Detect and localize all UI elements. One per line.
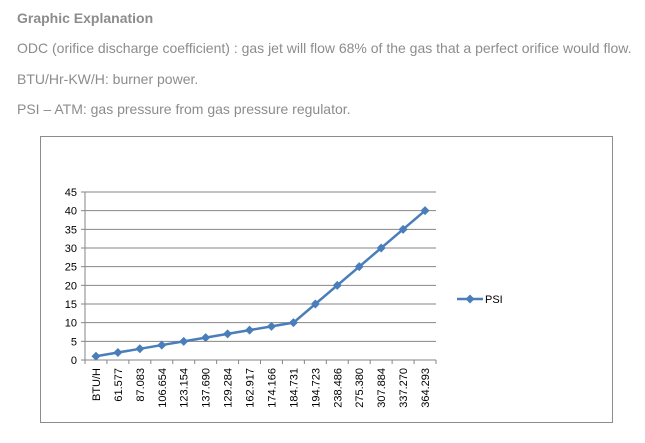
legend-label: PSI (485, 294, 503, 306)
chart-frame: 0 5 10 15 20 25 30 35 40 45 BTU/H 61.577 87.083 106.… (40, 136, 613, 423)
y-tick-labels: 0 5 10 15 20 25 30 35 40 45 (65, 187, 77, 367)
data-point (245, 325, 255, 335)
x-tick-label: 87.083 (135, 368, 147, 402)
data-point (157, 340, 167, 350)
x-tick-label: 162.917 (245, 368, 257, 408)
data-point (135, 344, 145, 354)
odc-explanation: ODC (orifice discharge coefficient) : ga… (17, 40, 632, 56)
x-tick-label: 174.166 (266, 368, 278, 408)
series-line (95, 209, 426, 358)
x-tick-label: 307.884 (376, 368, 388, 408)
axes (81, 191, 437, 364)
y-tick-label: 20 (65, 280, 77, 292)
data-point (310, 299, 320, 309)
btu-explanation: BTU/Hr-KW/H: burner power. (17, 71, 199, 87)
x-tick-label: 364.293 (420, 368, 432, 408)
data-point (91, 351, 101, 361)
y-tick-label: 10 (65, 318, 77, 330)
data-point (179, 336, 189, 346)
data-point (201, 333, 211, 343)
data-point (398, 224, 408, 234)
legend: PSI (457, 294, 503, 306)
data-point (266, 321, 276, 331)
x-tick-label: 337.270 (398, 368, 410, 408)
series-psi (91, 206, 430, 361)
data-point (332, 280, 342, 290)
y-tick-label: 40 (65, 206, 77, 218)
data-point (288, 318, 298, 328)
y-tick-label: 25 (65, 262, 77, 274)
y-tick-label: 35 (65, 224, 77, 236)
x-tick-label: 123.154 (179, 368, 191, 408)
x-tick-label: 137.690 (201, 368, 213, 408)
doc-heading: Graphic Explanation (17, 10, 154, 26)
x-tick-label: 194.723 (310, 368, 322, 408)
data-point (420, 206, 430, 216)
data-point (376, 243, 386, 253)
y-tick-label: 45 (65, 187, 77, 199)
gridlines (85, 191, 436, 342)
x-tick-label: 238.486 (332, 368, 344, 408)
x-tick-labels: BTU/H 61.577 87.083 106.654 123.154 137.690 12… (91, 368, 432, 408)
x-tick-label: 184.731 (288, 368, 300, 408)
data-point (113, 348, 123, 358)
data-point (223, 329, 233, 339)
y-tick-label: 15 (65, 299, 77, 311)
x-tick-label: BTU/H (91, 368, 103, 401)
y-tick-label: 5 (71, 336, 77, 348)
data-point (354, 262, 364, 272)
x-tick-label: 275.380 (354, 368, 366, 408)
y-tick-label: 30 (65, 243, 77, 255)
x-tick-label: 61.577 (113, 368, 125, 402)
psi-explanation: PSI – ATM: gas pressure from gas pressur… (17, 101, 351, 117)
psi-line-chart: 0 5 10 15 20 25 30 35 40 45 BTU/H 61.577 87.083 106.… (65, 187, 503, 408)
x-tick-label: 129.284 (223, 368, 235, 408)
legend-marker (465, 294, 475, 304)
x-tick-label: 106.654 (157, 368, 169, 408)
y-tick-label: 0 (71, 355, 77, 367)
